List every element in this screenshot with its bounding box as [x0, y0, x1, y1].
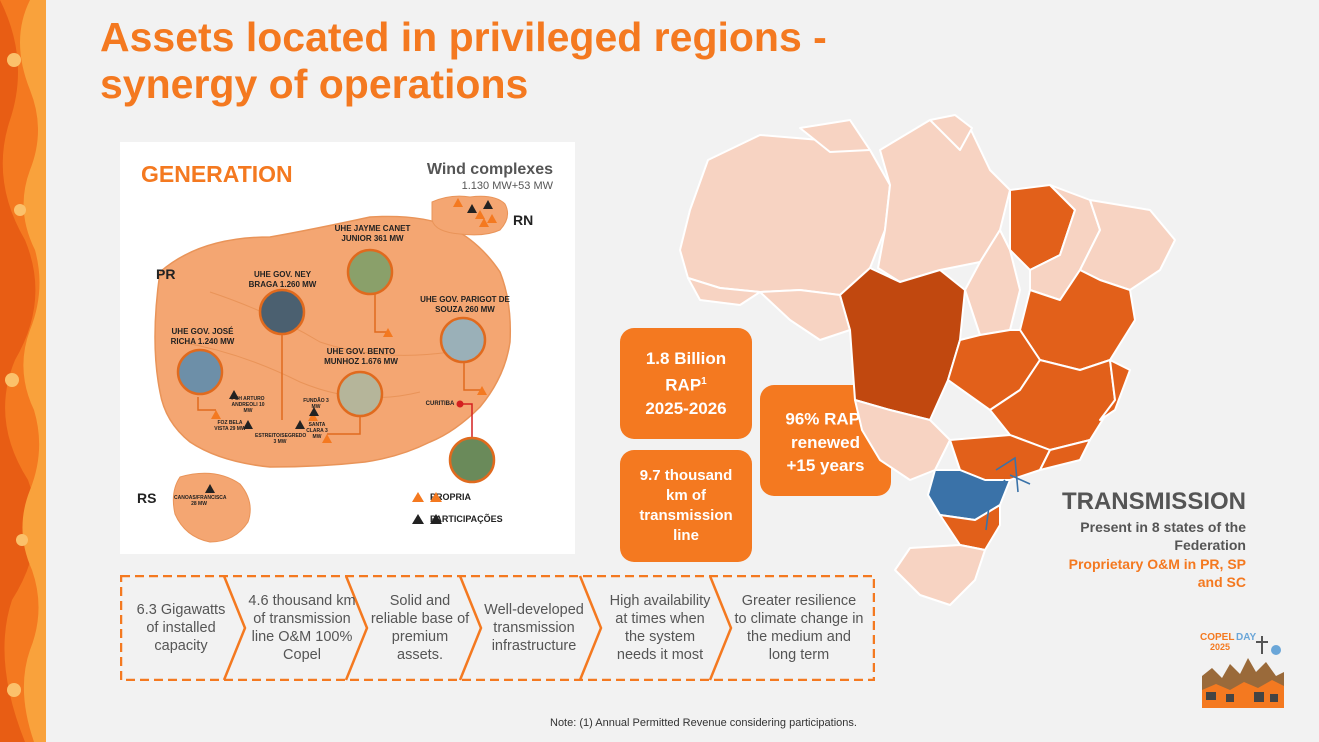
small-santa: SANTA CLARA 3 MW	[306, 422, 328, 440]
feature-chevron-outline	[120, 575, 875, 681]
svg-text:COPEL: COPEL	[1200, 632, 1234, 643]
photo-curitiba	[448, 436, 496, 484]
svg-text:2025: 2025	[1210, 642, 1230, 652]
stat-renew-pct: 96% RAP	[785, 409, 861, 429]
state-ac	[687, 277, 761, 306]
parana-state-shape	[154, 215, 512, 468]
parana-map	[154, 195, 512, 543]
stat-rap-value: 1.8 Billion	[645, 349, 727, 369]
title-line-2: synergy of operations	[100, 61, 529, 107]
state-rs	[894, 544, 986, 606]
wind-complexes-capacity: 1.130 MW+53 MW	[461, 180, 553, 192]
stat-renew-line2: renewed	[791, 432, 860, 452]
small-arturo: PCH ARTURO ANDREOLI 10 MW	[231, 396, 265, 414]
wind-complexes-title: Wind complexes	[426, 161, 553, 178]
photo-ney	[258, 288, 306, 336]
rs-state-shape	[172, 472, 251, 543]
feature-1: 6.3 Gigawatts of installed capacity	[136, 602, 226, 654]
generation-heading: GENERATION	[141, 161, 293, 187]
stat-renew-line3: +15 years	[786, 455, 865, 475]
generation-panel: GENERATION Wind complexes 1.130 MW+53 MW…	[120, 142, 575, 554]
plant-bento: UHE GOV. BENTO MUNHOZ 1.676 MW	[324, 347, 398, 366]
state-ro	[759, 289, 851, 341]
photo-jose	[176, 348, 224, 396]
stat-km: 9.7 thousand km of transmission line	[620, 450, 752, 562]
stat-km-line2: km of	[665, 487, 706, 504]
state-mt	[839, 267, 966, 421]
title-line-1: Assets located in privileged regions -	[100, 14, 827, 60]
page-title: Assets located in privileged regions - s…	[100, 14, 827, 108]
decorative-swirl	[0, 0, 46, 742]
state-rj	[1039, 439, 1091, 471]
stat-rap-period: 2025-2026	[645, 398, 727, 418]
stat-rap: 1.8 Billion RAP1 2025-2026	[620, 328, 752, 439]
stat-km-line1: 9.7 thousand	[639, 467, 733, 484]
photo-parigot	[439, 316, 487, 364]
transmission-om: Proprietary O&M in PR, SP and SC	[1068, 556, 1246, 590]
photo-bento	[336, 370, 384, 418]
transmission-present: Present in 8 states of the Federation	[1080, 519, 1246, 553]
state-es	[1099, 359, 1131, 421]
black-triangle-icon	[430, 514, 442, 524]
state-am	[679, 134, 891, 296]
copel-day-logo: COPEL DAY 2025	[1196, 628, 1290, 712]
footnote: Note: (1) Annual Permitted Revenue consi…	[550, 717, 857, 729]
small-canoas: CANOAS/FRANCISCA 28 MW	[174, 495, 227, 507]
stat-km-line4: line	[673, 527, 699, 544]
feature-2: 4.6 thousand km of transmission line O&M…	[248, 593, 356, 663]
stat-rap-label: RAP	[665, 375, 702, 395]
transmission-heading: TRANSMISSION	[1061, 488, 1246, 515]
plant-parigot: UHE GOV. PARIGOT DE SOUZA 260 MW	[420, 295, 510, 314]
plant-jose: UHE GOV. JOSÉ RICHA 1.240 MW	[170, 327, 235, 346]
brazil-map	[679, 114, 1176, 606]
plant-jayme: UHE JAYME CANET JUNIOR 361 MW	[334, 224, 411, 243]
rn-state-shape	[431, 195, 509, 236]
feature-4: Well-developed transmission infrastructu…	[484, 602, 584, 654]
small-estreito: ESTREITO/SEGREDO 3 MW	[255, 433, 307, 445]
legend-propria: PROPRIA	[430, 492, 472, 502]
stat-rap-sup: 1	[701, 376, 707, 388]
feature-strip: 6.3 Gigawatts of installed capacity 4.6 …	[120, 575, 875, 681]
orange-triangle-icon	[430, 492, 442, 502]
feature-6: Greater resilience to climate change in …	[734, 593, 864, 663]
stat-km-line3: transmission	[639, 507, 733, 524]
small-fundao: FUNDÃO 3 MW	[303, 398, 329, 410]
svg-text:DAY: DAY	[1236, 632, 1257, 643]
feature-5: High availability at times when the syst…	[609, 593, 711, 663]
plant-ney: UHE GOV. NEY BRAGA 1.260 MW	[248, 270, 317, 289]
state-rr	[799, 119, 871, 153]
feature-3: Solid and reliable base of premium asset…	[370, 593, 470, 663]
label-pr: PR	[156, 266, 176, 282]
state-ap	[929, 114, 973, 151]
label-rs: RS	[137, 490, 157, 506]
state-to	[964, 229, 1021, 336]
label-rn: RN	[513, 212, 534, 228]
photo-jayme	[346, 248, 394, 296]
small-curitiba: CURITIBA	[425, 401, 455, 407]
legend-participacoes: PARTICIPAÇÕES	[430, 514, 503, 524]
small-foz: FOZ BELA VISTA 29 MW	[214, 420, 246, 432]
